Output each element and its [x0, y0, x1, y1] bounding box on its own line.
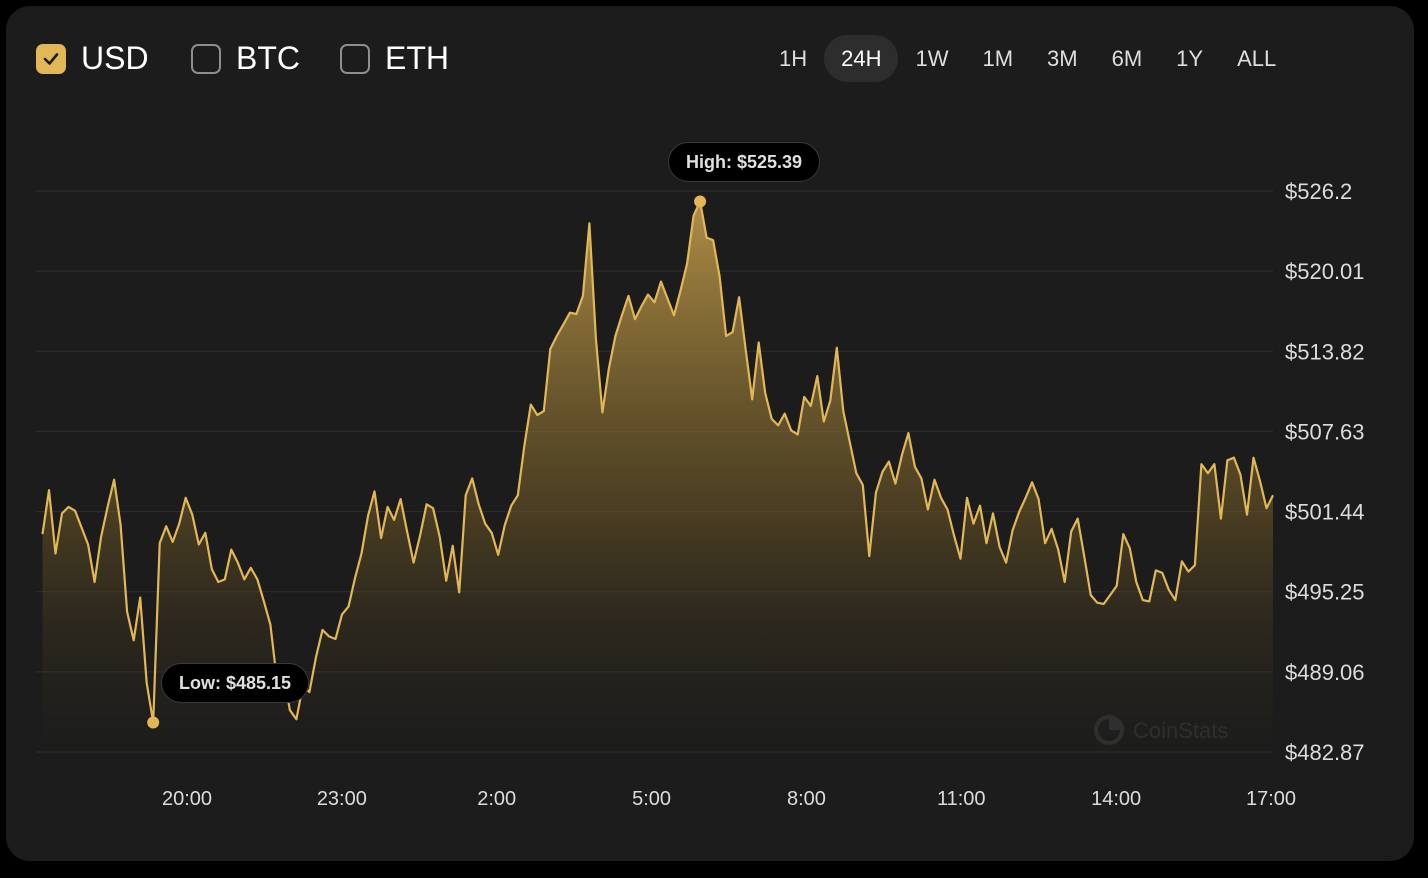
- range-1w[interactable]: 1W: [915, 45, 949, 71]
- series-line-usd: [41, 200, 1274, 724]
- checkbox-unchecked[interactable]: [191, 43, 221, 74]
- range-6m[interactable]: 6M: [1111, 45, 1143, 71]
- x-tick-label: 17:00: [1246, 788, 1296, 810]
- range-1m[interactable]: 1M: [982, 45, 1014, 71]
- currency-toggle-usd[interactable]: USD: [36, 40, 149, 77]
- checkbox-unchecked[interactable]: [340, 43, 370, 74]
- range-all[interactable]: ALL: [1237, 45, 1277, 71]
- x-tick-label: 14:00: [1091, 788, 1141, 810]
- y-tick-label: $501.44: [1285, 500, 1365, 525]
- watermark-text: CoinStats: [1133, 718, 1228, 743]
- y-tick-label: $507.63: [1285, 419, 1365, 444]
- x-tick-label: 23:00: [317, 788, 367, 810]
- high-point-marker: [694, 195, 707, 208]
- range-1y[interactable]: 1Y: [1176, 45, 1204, 71]
- x-tick-label: 11:00: [937, 788, 986, 810]
- currency-label-eth: ETH: [385, 40, 449, 76]
- series-area: [42, 201, 1273, 772]
- y-tick-label: $520.01: [1285, 259, 1365, 284]
- x-tick-label: 2:00: [477, 788, 516, 810]
- low-point-marker: [147, 716, 160, 729]
- x-tick-label: 8:00: [787, 788, 826, 810]
- currency-label-btc: BTC: [236, 40, 300, 76]
- y-tick-label: $526.2: [1285, 179, 1352, 204]
- time-range-selector: 1H 24H 1W 1M 3M 6M 1Y ALL: [762, 35, 1293, 82]
- currency-label-usd: USD: [81, 40, 149, 76]
- y-tick-label: $489.06: [1285, 660, 1365, 685]
- range-1h[interactable]: 1H: [779, 45, 808, 71]
- checkbox-checked[interactable]: [36, 43, 66, 74]
- currency-toggle-btc[interactable]: BTC: [191, 40, 300, 77]
- range-3m[interactable]: 3M: [1047, 45, 1078, 71]
- y-tick-label: $482.87: [1285, 740, 1365, 765]
- currency-toggle-eth[interactable]: ETH: [340, 40, 449, 77]
- high-tooltip: High: $525.39: [668, 142, 821, 182]
- watermark: CoinStats: [1094, 715, 1228, 745]
- x-tick-label: 20:00: [162, 788, 212, 810]
- y-tick-label: $495.25: [1285, 580, 1365, 605]
- x-tick-label: 5:00: [632, 788, 671, 810]
- low-tooltip: Low: $485.15: [161, 663, 310, 703]
- range-24h[interactable]: 24H: [824, 35, 899, 82]
- y-tick-label: $513.82: [1285, 339, 1365, 364]
- checkmark-icon: [43, 52, 59, 65]
